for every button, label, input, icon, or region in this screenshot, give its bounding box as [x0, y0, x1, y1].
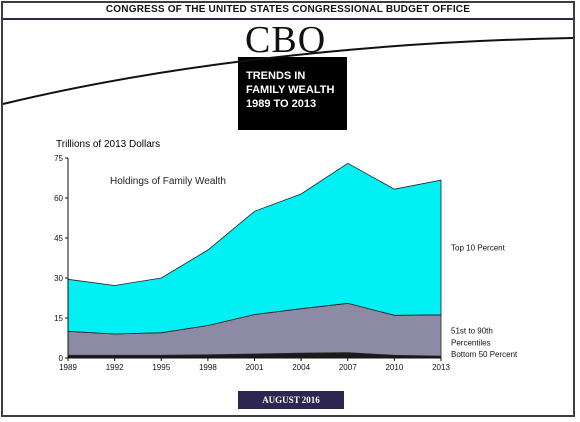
header-rule [3, 18, 573, 20]
series-label-bottom-50: Bottom 50 Percent [451, 350, 518, 359]
figure-frame [1, 1, 575, 417]
area-layers [67, 162, 442, 359]
area-top-10 [67, 162, 442, 335]
y-tick-label: 30 [54, 274, 63, 283]
chart-title-box: TRENDS IN FAMILY WEALTH 1989 TO 2013 [238, 57, 347, 130]
series-label-top-10: Top 10 Percent [451, 243, 506, 252]
y-tick-label: 45 [54, 234, 63, 243]
y-tick-label: 0 [59, 354, 64, 363]
x-tick-label: 2010 [385, 363, 403, 372]
series-label-51st-90th: Percentiles [451, 338, 491, 347]
x-tick-label: 1992 [106, 363, 124, 372]
title-line-2: FAMILY WEALTH [246, 84, 335, 96]
x-tick-label: 2004 [292, 363, 310, 372]
chart-axes: 0 15 30 45 60 75 1989 1992 1995 1998 2001 2004 2007 2… [54, 154, 518, 372]
x-tick-label: 1995 [152, 363, 170, 372]
header-swoosh [2, 37, 574, 105]
agency-header: CONGRESS OF THE UNITED STATES CONGRESSIO… [105, 4, 471, 15]
series-label-51st-90th: 51st to 90th [451, 326, 493, 335]
title-line-1: TRENDS IN [246, 70, 306, 82]
y-axis-title: Trillions of 2013 Dollars [56, 139, 160, 150]
x-tick-label: 1989 [59, 363, 77, 372]
x-tick-label: 1998 [199, 363, 217, 372]
x-tick-label: 2013 [432, 363, 450, 372]
title-line-3: 1989 TO 2013 [246, 98, 317, 110]
y-tick-label: 60 [54, 194, 63, 203]
y-tick-label: 75 [54, 154, 63, 163]
y-tick-label: 15 [54, 314, 63, 323]
x-tick-label: 2007 [339, 363, 357, 372]
publication-date-badge: AUGUST 2016 [238, 391, 344, 409]
x-tick-label: 2001 [246, 363, 264, 372]
holdings-label: Holdings of Family Wealth [110, 176, 226, 187]
